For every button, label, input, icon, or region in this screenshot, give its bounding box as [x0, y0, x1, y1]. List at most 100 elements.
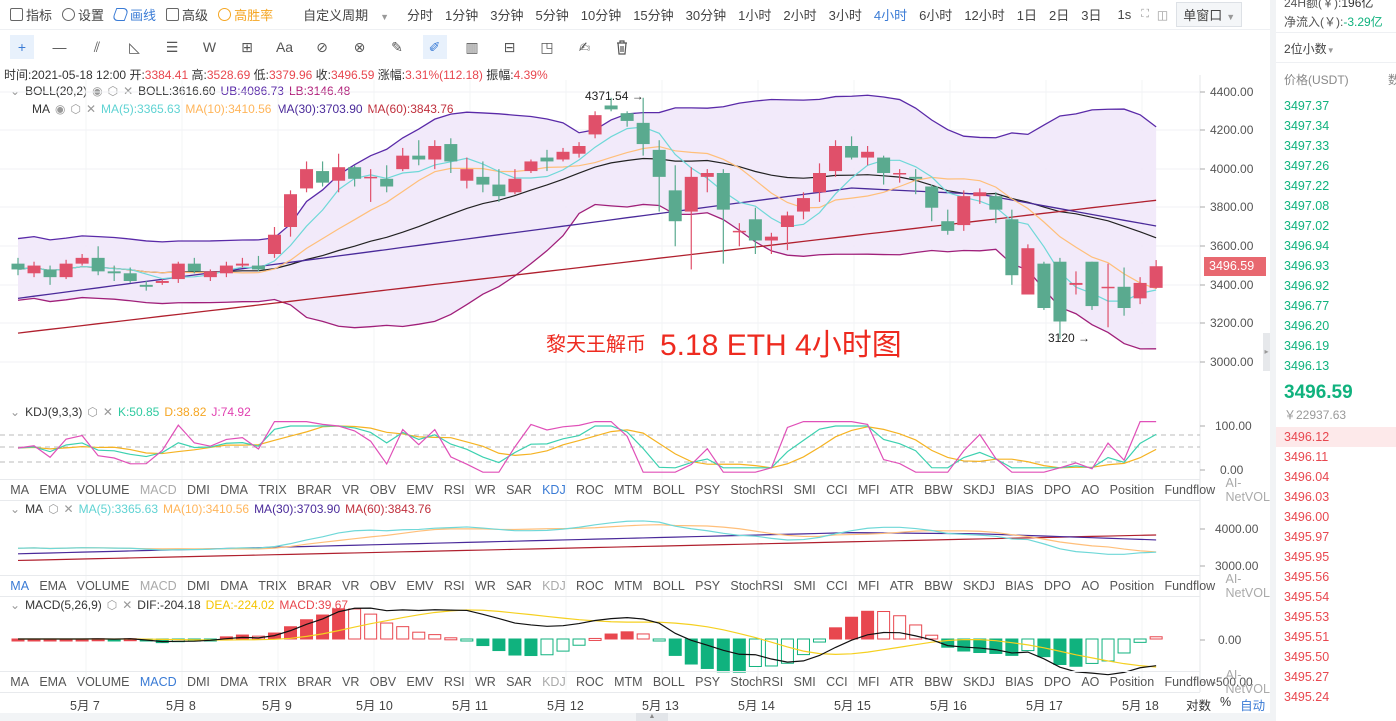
wave-icon[interactable]: W: [202, 39, 217, 55]
tab-volume[interactable]: VOLUME: [76, 675, 130, 689]
rectangle-icon[interactable]: ⊞: [241, 38, 253, 55]
tab-dpo[interactable]: DPO: [1043, 579, 1072, 593]
tab-wr[interactable]: WR: [474, 579, 496, 593]
tab-obv[interactable]: OBV: [369, 675, 397, 689]
delete-icon[interactable]: [610, 35, 634, 59]
brush-icon[interactable]: ✐: [422, 35, 447, 59]
horizontal-line-icon[interactable]: —: [52, 39, 67, 55]
tab-bbw[interactable]: BBW: [924, 483, 953, 497]
tab-position[interactable]: Position: [1109, 579, 1155, 593]
tab-atr[interactable]: ATR: [889, 579, 914, 593]
tab-stochrsi[interactable]: StochRSI: [730, 579, 784, 593]
tab-brar[interactable]: BRAR: [297, 675, 332, 689]
period-10[interactable]: 4小时: [873, 8, 908, 23]
tab-dma[interactable]: DMA: [220, 579, 248, 593]
settings-icon[interactable]: ⬡: [70, 102, 81, 116]
tab-roc[interactable]: ROC: [576, 675, 604, 689]
tab-ema[interactable]: EMA: [39, 579, 67, 593]
close-icon[interactable]: ✕: [122, 598, 133, 612]
tab-fundflow[interactable]: Fundflow: [1164, 675, 1216, 689]
tab-emv[interactable]: EMV: [406, 579, 434, 593]
tab-ma[interactable]: MA: [10, 675, 30, 689]
tab-bias[interactable]: BIAS: [1005, 675, 1034, 689]
tab-skdj[interactable]: SKDJ: [962, 675, 995, 689]
tab-kdj[interactable]: KDJ: [542, 675, 566, 689]
tab-boll[interactable]: BOLL: [652, 675, 685, 689]
collapse-chevron-icon[interactable]: ⌄: [10, 598, 21, 612]
settings-icon[interactable]: ⬡: [87, 405, 98, 419]
tab-wr[interactable]: WR: [474, 483, 496, 497]
ask-row[interactable]: 3497.33: [1284, 139, 1330, 153]
ask-row[interactable]: 3496.20: [1284, 319, 1330, 333]
tab-mtm[interactable]: MTM: [614, 579, 643, 593]
tab-skdj[interactable]: SKDJ: [962, 579, 995, 593]
tab-stochrsi[interactable]: StochRSI: [730, 483, 784, 497]
tab-dma[interactable]: DMA: [220, 675, 248, 689]
scroll-handle-up-icon[interactable]: ▲: [636, 713, 668, 721]
tab-mfi[interactable]: MFI: [857, 579, 880, 593]
tab-boll[interactable]: BOLL: [652, 483, 685, 497]
tab-ao[interactable]: AO: [1081, 483, 1100, 497]
bid-row[interactable]: 3496.00: [1284, 510, 1330, 524]
tab-smi[interactable]: SMI: [793, 483, 816, 497]
period-5[interactable]: 15分钟: [633, 8, 674, 23]
ask-row[interactable]: 3496.77: [1284, 299, 1330, 313]
tab-mfi[interactable]: MFI: [857, 483, 880, 497]
ask-row[interactable]: 3496.13: [1284, 359, 1330, 373]
tab-ema[interactable]: EMA: [39, 483, 67, 497]
ask-row[interactable]: 3497.26: [1284, 159, 1330, 173]
tab-boll[interactable]: BOLL: [652, 579, 685, 593]
tab-psy[interactable]: PSY: [695, 675, 721, 689]
eye-icon[interactable]: ◉: [92, 84, 103, 98]
tab-trix[interactable]: TRIX: [258, 675, 287, 689]
close-icon[interactable]: ✕: [85, 102, 97, 116]
tab-fundflow[interactable]: Fundflow: [1164, 483, 1216, 497]
tab-dmi[interactable]: DMI: [186, 579, 210, 593]
tab-atr[interactable]: ATR: [889, 483, 914, 497]
settings-icon[interactable]: ⬡: [48, 502, 59, 516]
tab-ma[interactable]: MA: [10, 579, 30, 593]
tab-dma[interactable]: DMA: [220, 483, 248, 497]
tab-emv[interactable]: EMV: [406, 675, 434, 689]
close-icon[interactable]: ✕: [123, 84, 134, 98]
tab-trix[interactable]: TRIX: [258, 483, 287, 497]
tab-bbw[interactable]: BBW: [924, 579, 953, 593]
tab-bias[interactable]: BIAS: [1005, 579, 1034, 593]
ask-row[interactable]: 3497.37: [1284, 99, 1330, 113]
candle-pattern-icon[interactable]: ▥: [465, 38, 479, 55]
tab-roc[interactable]: ROC: [576, 483, 604, 497]
period-1[interactable]: 1分钟: [445, 8, 479, 23]
log-scale-button[interactable]: 对数: [1186, 699, 1212, 713]
period-7[interactable]: 1小时: [738, 8, 772, 23]
tab-sar[interactable]: SAR: [506, 675, 532, 689]
kline-chart[interactable]: 4400.00 4200.00 4000.00 3800.00 3600.00 3400.…: [0, 0, 1270, 721]
parallel-channel-icon[interactable]: ⫽: [93, 38, 101, 55]
tab-mtm[interactable]: MTM: [614, 483, 643, 497]
ask-row[interactable]: 3496.19: [1284, 339, 1330, 353]
tab-emv[interactable]: EMV: [406, 483, 434, 497]
tab-sar[interactable]: SAR: [506, 483, 532, 497]
tab-vr[interactable]: VR: [342, 675, 360, 689]
ruler-icon[interactable]: ✎: [391, 38, 403, 55]
fib-lines-icon[interactable]: ☰: [165, 38, 179, 55]
custom-period-dropdown[interactable]: 自定义周期 ▼: [303, 8, 390, 23]
tab-ai-netvol[interactable]: AI-NetVOL: [1225, 668, 1270, 696]
tab-dmi[interactable]: DMI: [186, 483, 210, 497]
tab-stochrsi[interactable]: StochRSI: [730, 675, 784, 689]
bid-row[interactable]: 3495.95: [1284, 550, 1330, 564]
timeline-scrollbar[interactable]: ▲: [0, 713, 1270, 721]
period-14[interactable]: 2日: [1049, 8, 1070, 23]
tab-macd[interactable]: MACD: [139, 675, 177, 689]
decimals-dropdown[interactable]: 2位小数▼: [1284, 42, 1335, 56]
tab-volume[interactable]: VOLUME: [76, 483, 130, 497]
period-15[interactable]: 3日: [1081, 8, 1102, 23]
collapse-chevron-icon[interactable]: ⌄: [10, 84, 21, 98]
tab-kdj[interactable]: KDJ: [542, 483, 566, 497]
settings-button[interactable]: 设置: [62, 5, 104, 24]
bid-row[interactable]: 3496.03: [1284, 490, 1330, 504]
period-6[interactable]: 30分钟: [685, 8, 727, 23]
tab-rsi[interactable]: RSI: [443, 483, 465, 497]
tab-trix[interactable]: TRIX: [258, 579, 287, 593]
period-3[interactable]: 5分钟: [535, 8, 569, 23]
tab-fundflow[interactable]: Fundflow: [1164, 579, 1216, 593]
